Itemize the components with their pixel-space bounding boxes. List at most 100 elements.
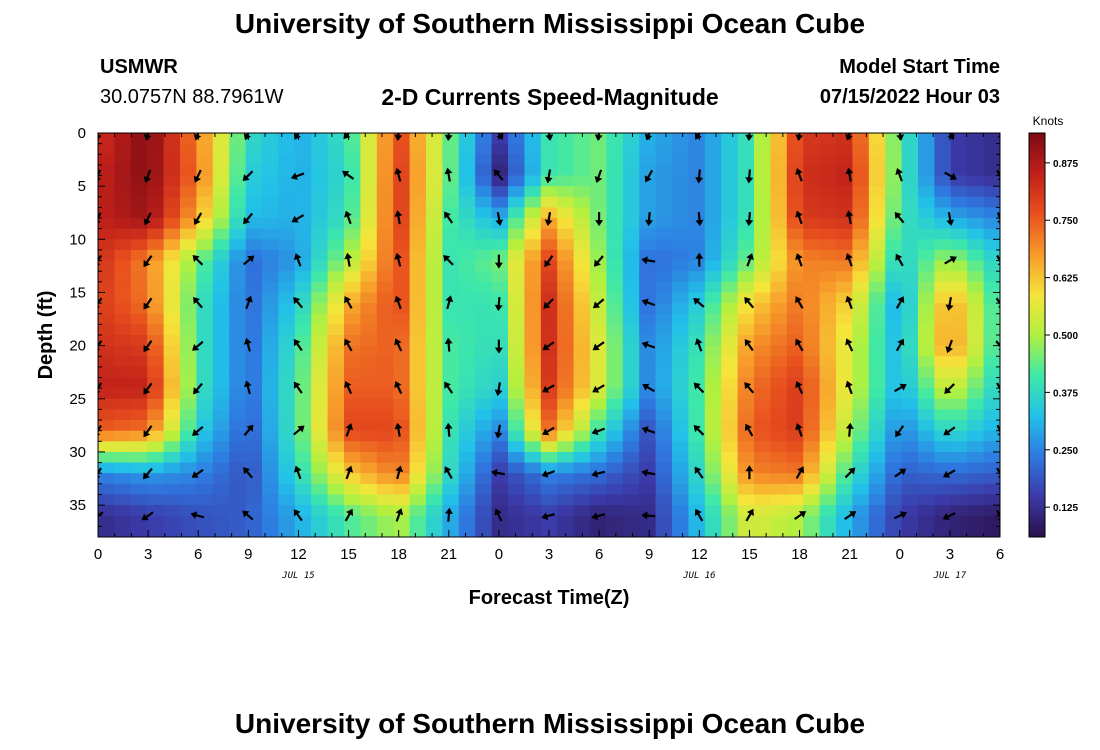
heatmap-cell (278, 154, 296, 166)
heatmap-cell (573, 175, 591, 187)
heatmap-cell (311, 441, 329, 453)
heatmap-cell (294, 483, 312, 496)
heatmap-cell (786, 154, 804, 166)
heatmap-cell (918, 260, 935, 272)
heatmap-cell (212, 441, 230, 453)
heatmap-cell (639, 388, 657, 400)
current-vector (641, 341, 656, 349)
current-vector (242, 510, 254, 521)
heatmap-cell (458, 239, 476, 251)
current-vector (444, 337, 453, 352)
heatmap-cell (344, 420, 361, 432)
heatmap-cell (983, 154, 1000, 166)
heatmap-cell (426, 388, 443, 400)
heatmap-cell (590, 515, 607, 527)
heatmap-cell (262, 526, 279, 537)
heatmap-cell (360, 228, 378, 240)
heatmap-cell (704, 324, 722, 336)
heatmap-cell (819, 143, 837, 155)
heatmap-cell (967, 154, 985, 166)
heatmap-cell (737, 409, 755, 421)
heatmap-cell (770, 356, 788, 368)
heatmap-cell (901, 515, 919, 527)
current-vector (143, 169, 152, 184)
heatmap-cell (606, 143, 624, 155)
heatmap-cell (786, 494, 804, 506)
heatmap-cell (819, 249, 837, 262)
heatmap-cell (819, 164, 837, 177)
heatmap-cell (311, 356, 329, 368)
heatmap-cell (639, 303, 657, 315)
heatmap-cell (163, 515, 181, 527)
heatmap-cell (475, 462, 493, 474)
heatmap-cell (114, 281, 132, 294)
heatmap-cell (721, 462, 739, 474)
heatmap-cell (819, 388, 837, 400)
heatmap-cell (130, 515, 148, 527)
colorbar-title: Knots (1033, 114, 1064, 128)
heatmap-cell (770, 154, 788, 166)
heatmap-cell (704, 526, 722, 537)
heatmap-cell (704, 260, 722, 272)
current-vector (745, 465, 754, 480)
heatmap-cell (393, 186, 411, 198)
heatmap-cell (212, 345, 230, 357)
heatmap-cell (557, 377, 575, 389)
heatmap-cell (934, 260, 952, 272)
heatmap-cell (983, 133, 1000, 145)
current-vector (795, 253, 803, 267)
vector-head (946, 219, 955, 226)
current-vector (591, 469, 606, 478)
heatmap-cell (229, 420, 247, 432)
heatmap-cell (475, 292, 493, 304)
heatmap-cell (262, 473, 279, 485)
heatmap-cell (360, 324, 378, 336)
heatmap-cell (967, 356, 985, 368)
heatmap-cell (754, 441, 771, 453)
heatmap-cell (819, 526, 837, 537)
heatmap-cell (229, 335, 247, 347)
vector-head (143, 259, 151, 268)
heatmap-cell (754, 324, 771, 336)
heatmap-cell (721, 430, 739, 442)
heatmap-cell (852, 239, 870, 251)
heatmap-cell (327, 154, 345, 166)
heatmap-cell (885, 430, 903, 442)
heatmap-cell (836, 366, 853, 379)
heatmap-cell (344, 271, 361, 283)
heatmap-cell (934, 420, 952, 432)
heatmap-cell (885, 335, 903, 347)
heatmap-cell (950, 430, 968, 442)
heatmap-cell (360, 388, 378, 400)
colorbar-tick-label: 0.375 (1053, 388, 1078, 399)
heatmap-cell (836, 303, 853, 315)
heatmap-cell (704, 377, 722, 389)
heatmap-cell (344, 239, 361, 251)
vector-head (897, 338, 905, 346)
vector-head (494, 347, 503, 354)
heatmap-cell (836, 398, 853, 411)
heatmap-cell (934, 249, 952, 262)
heatmap-cell (278, 281, 296, 294)
current-vector (142, 467, 153, 480)
heatmap-cell (786, 249, 804, 262)
heatmap-cell (524, 196, 542, 209)
current-vector (494, 508, 503, 522)
heatmap-cell (212, 175, 230, 187)
current-vector (394, 295, 402, 310)
heatmap-cell (508, 366, 525, 379)
vector-head (745, 465, 754, 472)
heatmap-cell (98, 335, 115, 347)
heatmap-cell (885, 164, 903, 177)
vector-head (444, 422, 453, 430)
heatmap-cell (901, 473, 919, 485)
heatmap-cell (819, 239, 837, 251)
heatmap-cell (294, 441, 312, 453)
heatmap-cell (934, 356, 952, 368)
heatmap-cell (442, 526, 460, 537)
heatmap-cell (98, 260, 115, 272)
heatmap-cell (836, 207, 853, 219)
vector-head (293, 339, 301, 347)
heatmap-cell (212, 398, 230, 411)
heatmap-cell (212, 196, 230, 209)
